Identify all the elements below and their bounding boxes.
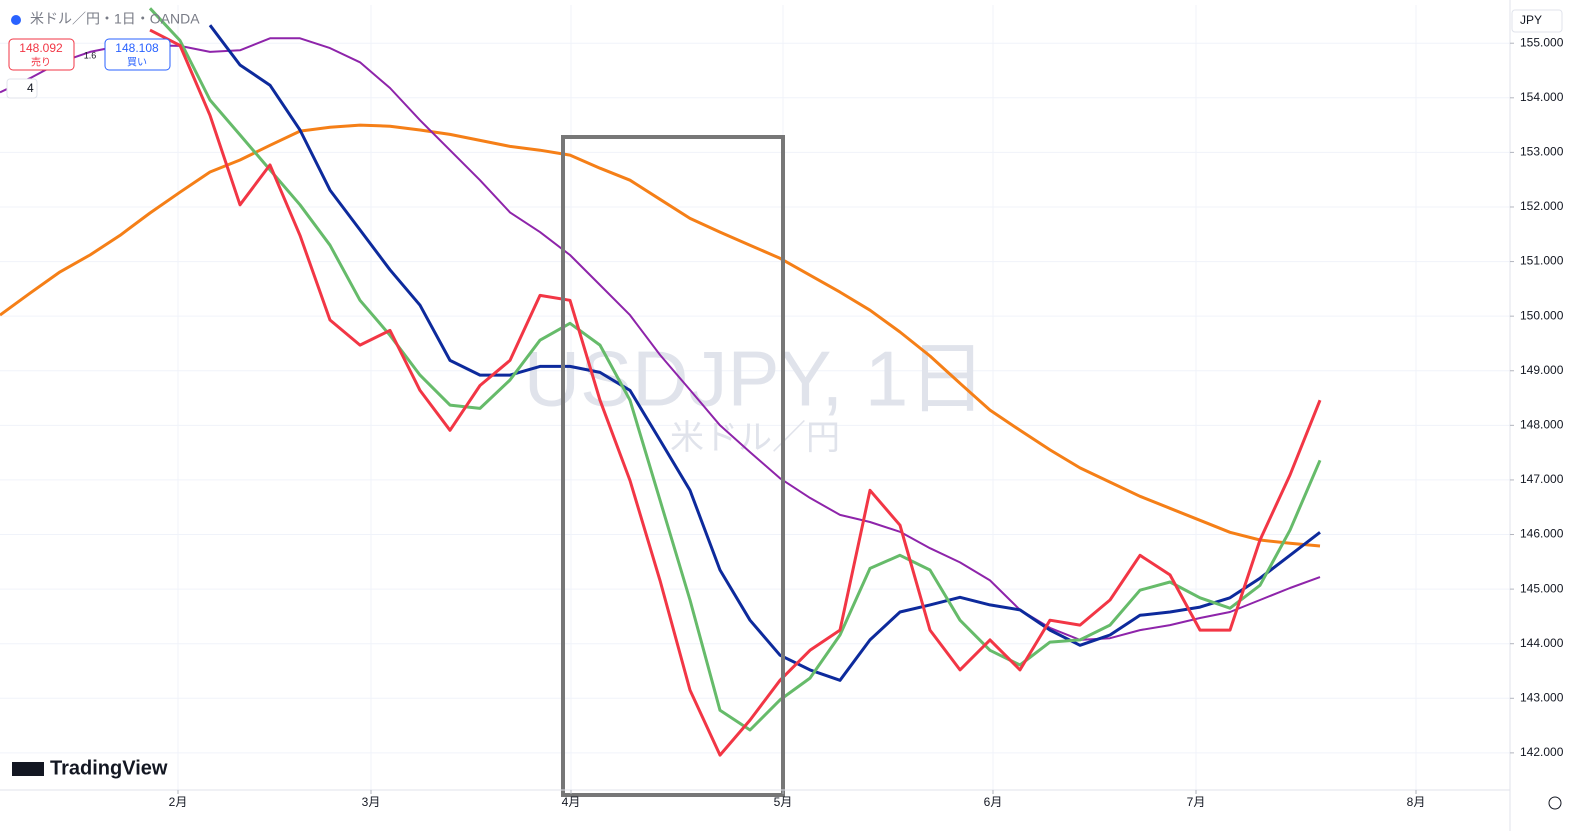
y-tick-label: 149.000 — [1520, 363, 1564, 377]
spread: 1.6 — [84, 50, 97, 60]
y-tick-label: 146.000 — [1520, 527, 1564, 541]
sell-label[interactable]: 売り — [31, 56, 51, 69]
y-tick-label: 145.000 — [1520, 581, 1564, 595]
y-tick-label: 151.000 — [1520, 254, 1564, 268]
watermark-sub: 米ドル／円 — [670, 419, 840, 457]
y-tick-label: 154.000 — [1520, 90, 1564, 104]
x-tick-label: 2月 — [169, 795, 188, 809]
y-tick-label: 152.000 — [1520, 199, 1564, 213]
x-tick-label: 3月 — [362, 795, 381, 809]
y-tick-label: 142.000 — [1520, 745, 1564, 759]
currency[interactable]: JPY — [1520, 13, 1542, 27]
y-tick-label: 148.000 — [1520, 418, 1564, 432]
x-tick-label: 4月 — [562, 795, 581, 809]
axes: 142.000 143.000 144.000 145.000 146.000 147.0… — [169, 35, 1564, 809]
settings-icon[interactable] — [1548, 796, 1562, 810]
series-line — [0, 123, 1321, 548]
y-tick-label: 155.000 — [1520, 35, 1564, 49]
buy-price[interactable]: 148.108 — [115, 41, 159, 55]
y-tick-label: 147.000 — [1520, 472, 1564, 486]
x-tick-label: 5月 — [774, 795, 793, 809]
x-tick-label: 8月 — [1407, 795, 1426, 809]
indicator-count[interactable]: 4 — [27, 81, 34, 95]
y-tick-label: 150.000 — [1520, 308, 1564, 322]
lines — [0, 7, 1322, 757]
y-tick-label: 153.000 — [1520, 145, 1564, 159]
grid — [0, 5, 1510, 790]
x-tick-label: 6月 — [984, 795, 1003, 809]
series-line — [208, 24, 1321, 682]
y-tick-label: 144.000 — [1520, 636, 1564, 650]
y-tick-label: 143.000 — [1520, 690, 1564, 704]
brand-logo — [12, 762, 44, 776]
brand: TradingView — [50, 757, 168, 779]
series-line — [149, 28, 1322, 757]
buy-button[interactable] — [104, 38, 171, 71]
series-line — [148, 7, 1322, 732]
buy-label[interactable]: 買い — [127, 57, 147, 69]
symbol-legend[interactable]: 米ドル／円・1日・OANDA — [30, 11, 200, 27]
flag-icon — [11, 15, 21, 25]
x-tick-label: 7月 — [1187, 795, 1206, 809]
sell-price[interactable]: 148.092 — [19, 41, 63, 55]
sell-button[interactable] — [8, 38, 75, 71]
indicator-toggle[interactable] — [6, 78, 38, 99]
annotation-box — [561, 135, 785, 797]
currency-button[interactable] — [1511, 9, 1563, 33]
